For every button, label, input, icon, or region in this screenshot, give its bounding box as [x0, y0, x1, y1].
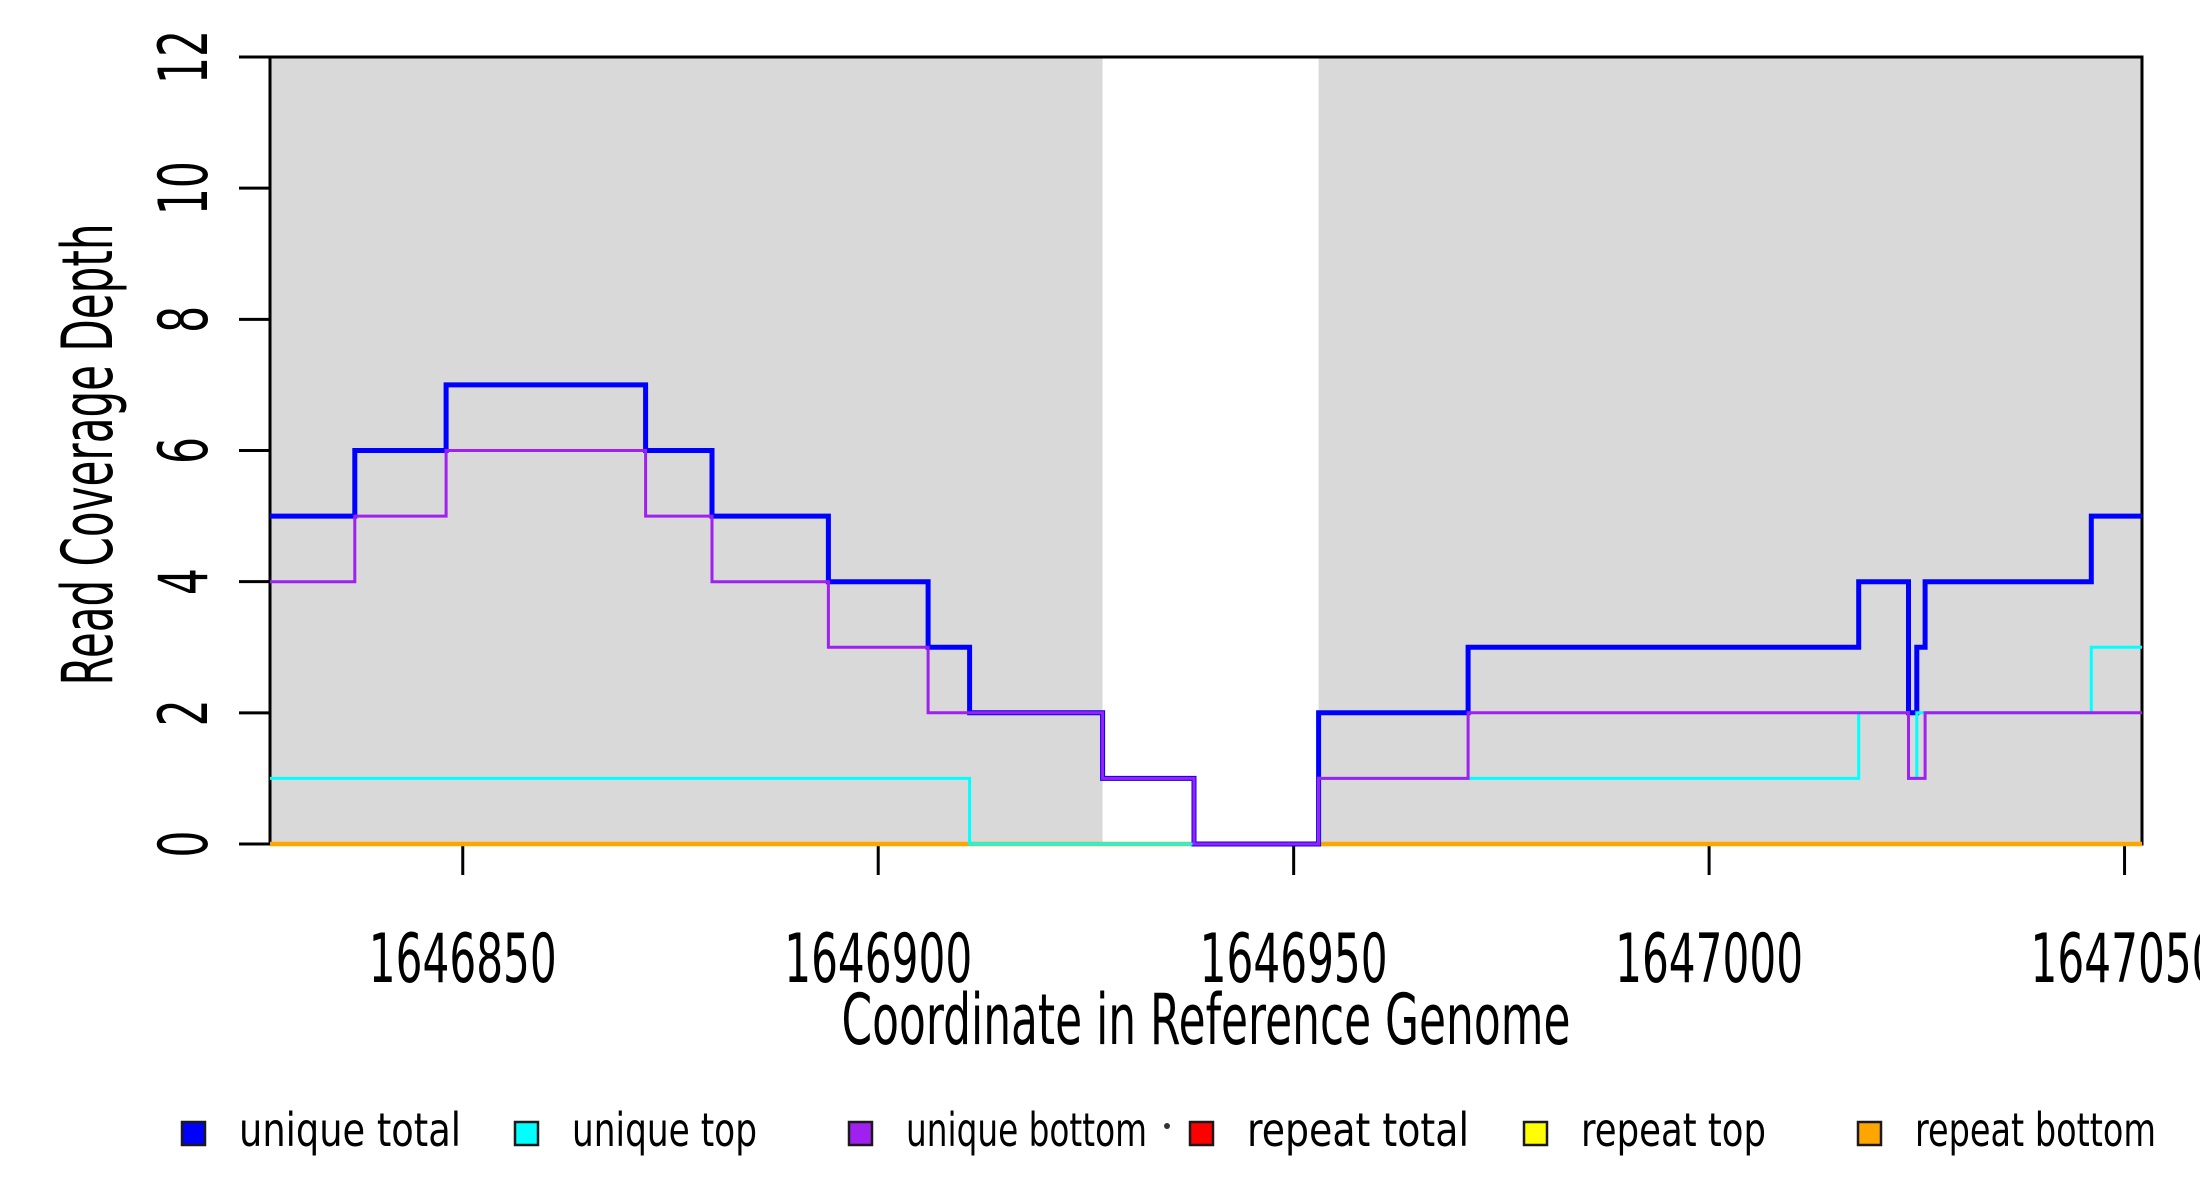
y-tick-label: 2	[145, 699, 224, 726]
legend-label-unique-top: unique top	[572, 1103, 757, 1157]
legend-label-repeat-total: repeat total	[1247, 1103, 1469, 1157]
y-tick-label: 8	[145, 306, 224, 333]
legend-label-unique-bottom: unique bottom	[906, 1103, 1147, 1157]
legend-label-unique-total: unique total	[239, 1103, 461, 1157]
y-tick-label: 10	[145, 161, 224, 215]
y-tick-label: 0	[145, 831, 224, 858]
y-axis-title: Read Coverage Depth	[47, 223, 129, 685]
legend-marker-unique-top	[513, 1120, 540, 1147]
y-tick-label: 12	[145, 30, 224, 84]
legend-marker-unique-total	[180, 1120, 207, 1147]
x-tick-label: 1646950	[1200, 920, 1388, 999]
shaded-region-2	[1318, 57, 2142, 844]
series-line-unique-bottom	[270, 449, 2142, 846]
y-tick-label: 6	[145, 437, 224, 464]
legend-label-repeat-bottom: repeat bottom	[1915, 1103, 2156, 1157]
legend-marker-repeat-bottom	[1856, 1120, 1883, 1147]
x-tick-label: 1646900	[784, 920, 972, 999]
legend-stray-dot	[1164, 1123, 1170, 1129]
x-tick-label: 1646850	[369, 920, 557, 999]
x-tick-label: 1647050	[2031, 920, 2200, 999]
legend-marker-repeat-top	[1522, 1120, 1549, 1147]
x-axis-title: Coordinate in Reference Genome	[842, 979, 1571, 1061]
legend-marker-repeat-total	[1188, 1120, 1215, 1147]
legend-label-repeat-top: repeat top	[1581, 1103, 1766, 1157]
y-tick-label: 4	[145, 568, 224, 595]
legend-marker-unique-bottom	[847, 1120, 874, 1147]
x-tick-label: 1647000	[1615, 920, 1803, 999]
